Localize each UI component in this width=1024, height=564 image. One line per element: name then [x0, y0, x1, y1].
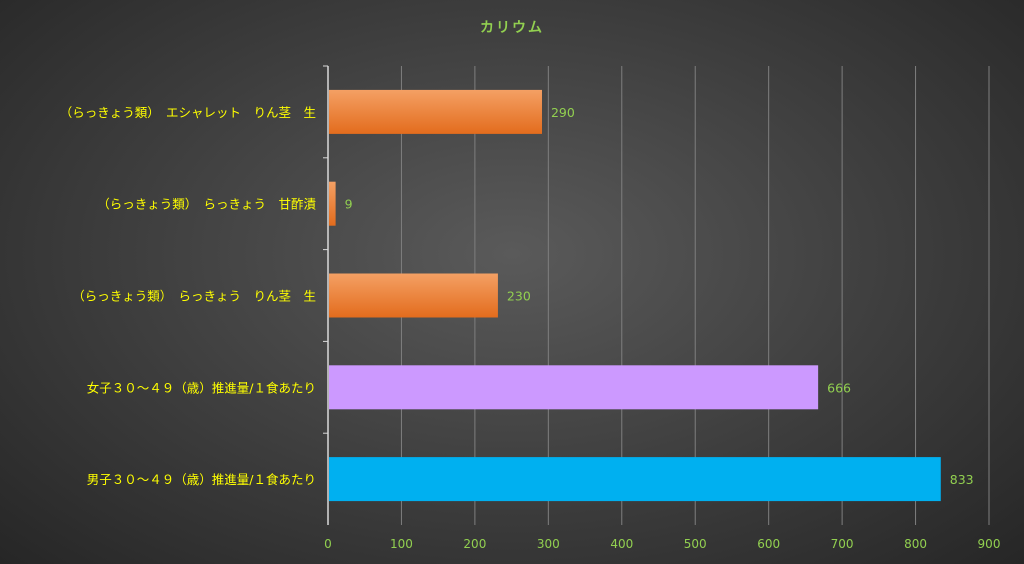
category-label: （らっきょう類） らっきょう 甘酢漬	[97, 197, 316, 212]
bar	[329, 89, 542, 134]
x-tick-label: 0	[324, 537, 332, 551]
category-label: 女子３０～４９（歳）推進量/１食あたり	[87, 380, 316, 395]
data-label: 290	[551, 105, 575, 120]
x-tick-label: 600	[757, 537, 780, 551]
x-tick-label: 700	[831, 537, 854, 551]
x-tick-label: 800	[904, 537, 927, 551]
data-label: 230	[507, 289, 531, 304]
bar	[329, 181, 336, 226]
chart-title: カリウム	[480, 20, 544, 36]
x-tick-label: 900	[978, 537, 1001, 551]
bars: 290 9 230 666 833	[329, 89, 974, 502]
x-tick-label: 200	[463, 537, 486, 551]
data-label: 666	[827, 380, 851, 395]
axes: 0 100 200 300 400 500 600 700 800 900 （らっきょう類） エシャ…	[60, 65, 1001, 551]
data-label: 833	[950, 472, 974, 487]
x-tick-label: 300	[537, 537, 560, 551]
x-tick-label: 400	[610, 537, 633, 551]
category-label: 男子３０～４９（歳）推進量/１食あたり	[87, 472, 316, 487]
x-tick-label: 500	[684, 537, 707, 551]
gridlines	[400, 66, 990, 525]
category-label: （らっきょう類） らっきょう りん茎 生	[72, 289, 316, 304]
bar	[329, 457, 941, 502]
category-label: （らっきょう類） エシャレット りん茎 生	[60, 105, 316, 120]
bar	[329, 273, 498, 318]
x-tick-label: 100	[390, 537, 413, 551]
data-label: 9	[345, 197, 353, 212]
bar	[329, 365, 819, 410]
